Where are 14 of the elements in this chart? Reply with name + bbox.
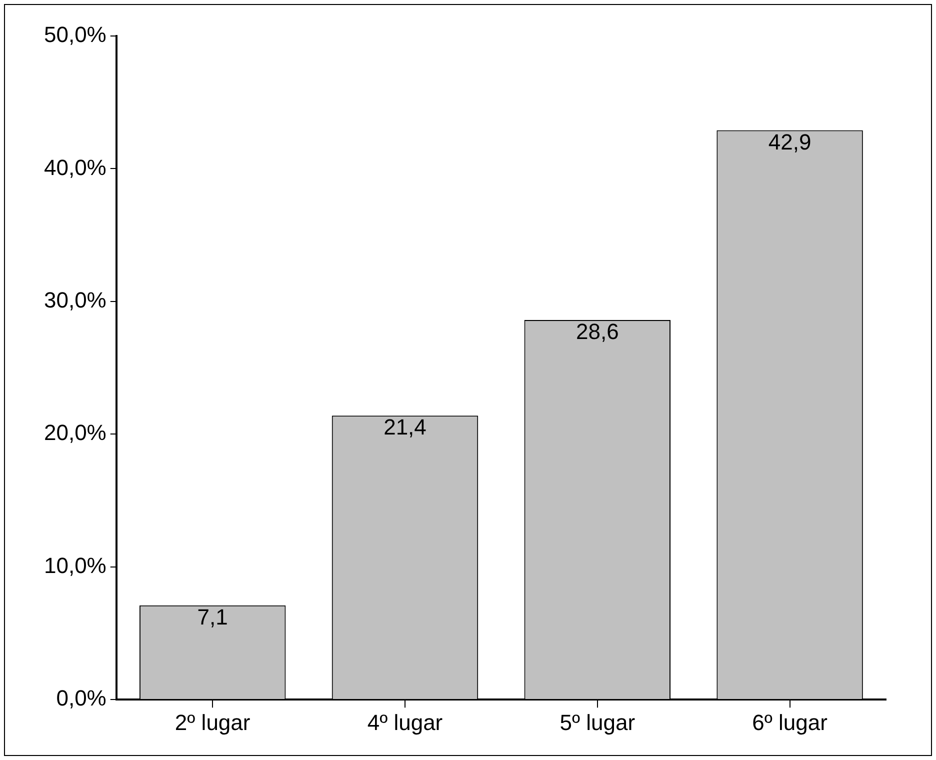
data-label: 21,4	[384, 414, 426, 440]
x-tick-label: 2º lugar	[174, 710, 250, 735]
y-tick-label: 10,0%	[44, 552, 106, 578]
x-tick-label: 6º lugar	[752, 710, 828, 735]
y-tick-label: 30,0%	[44, 288, 106, 313]
data-label: 7,1	[197, 604, 228, 630]
y-tick-label: 50,0%	[44, 22, 106, 48]
data-label: 28,6	[576, 319, 619, 344]
y-tick-label: 20,0%	[44, 420, 106, 446]
y-tick-label: 40,0%	[44, 154, 106, 180]
x-tick-label: 5º lugar	[560, 710, 636, 735]
y-tick-label: 0,0%	[56, 686, 106, 711]
data-label: 42,9	[768, 129, 812, 154]
x-tick-label: 4º lugar	[367, 710, 443, 735]
